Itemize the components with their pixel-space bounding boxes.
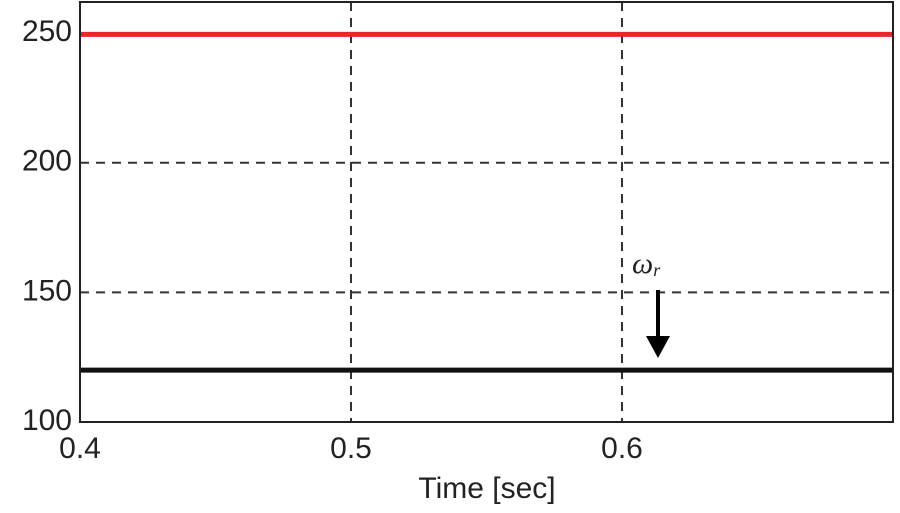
x-axis-label: Time [sec] — [418, 472, 555, 505]
plot-frame — [79, 1, 894, 423]
x-tick-label: 0.6 — [601, 432, 643, 465]
y-tick-label: 150 — [22, 274, 72, 307]
x-tick-label: 0.4 — [59, 432, 101, 465]
annotation-symbol: ω — [632, 247, 653, 280]
y-tick-label: 200 — [22, 145, 72, 178]
y-tick-label: 100 — [22, 404, 72, 437]
y-tick-label: 250 — [22, 15, 72, 48]
annotation: ωr — [632, 247, 661, 280]
annotation-arrowhead — [646, 336, 670, 358]
x-tick-label: 0.5 — [330, 432, 372, 465]
annotation-subscript: r — [653, 260, 661, 280]
plot-area: 100 150 200 250 0.4 0.5 0.6 — [22, 1, 894, 465]
